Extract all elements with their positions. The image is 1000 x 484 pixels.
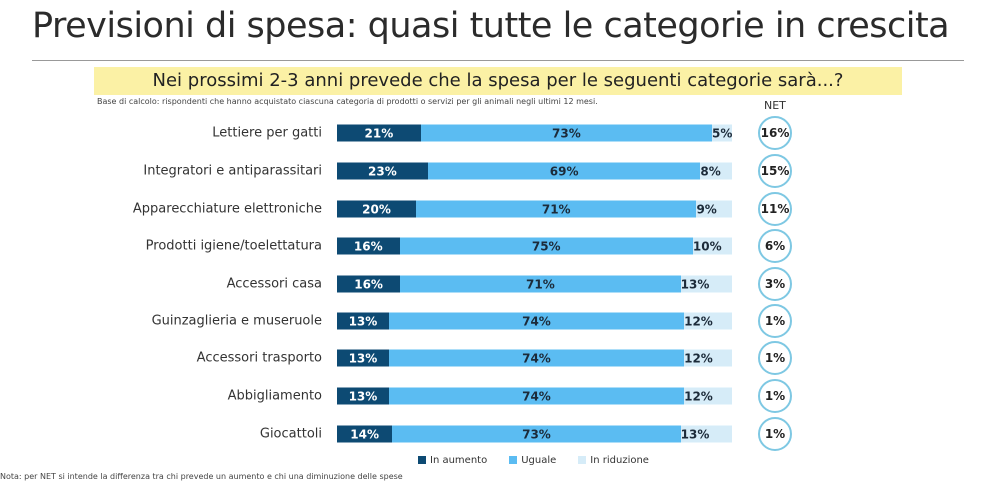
bar-segment-increase: 20% bbox=[337, 200, 416, 218]
stacked-bar: 20% 71% 9% bbox=[337, 200, 732, 218]
bar-segment-same: 71% bbox=[416, 200, 697, 218]
legend-swatch bbox=[578, 456, 587, 464]
net-header: NET bbox=[764, 99, 786, 112]
category-label: Apparecchiature elettroniche bbox=[132, 201, 322, 217]
category-label: Guinzaglieria e museruole bbox=[151, 313, 322, 329]
category-label: Accessori trasporto bbox=[196, 350, 322, 366]
net-circle: 11% bbox=[758, 192, 792, 226]
net-circle: 15% bbox=[758, 154, 792, 188]
stacked-bar: 13% 74% 12% bbox=[337, 387, 732, 405]
bar-segment-same: 74% bbox=[388, 387, 685, 405]
legend-item: In aumento bbox=[418, 455, 487, 466]
category-label: Integratori e antiparassitari bbox=[143, 163, 322, 179]
category-label: Accessori casa bbox=[226, 276, 322, 292]
footnote: Nota: per NET si intende la differenza t… bbox=[0, 472, 403, 481]
net-circle: 1% bbox=[758, 341, 792, 375]
stacked-bar: 13% 74% 12% bbox=[337, 312, 732, 330]
chart-question: Nei prossimi 2-3 anni prevede che la spe… bbox=[94, 67, 902, 95]
legend-swatch bbox=[418, 456, 426, 464]
bar-segment-increase: 16% bbox=[337, 275, 401, 293]
bar-segment-same: 69% bbox=[427, 162, 701, 180]
bar-segment-increase: 16% bbox=[337, 237, 400, 255]
stacked-bar: 23% 69% 8% bbox=[337, 162, 732, 180]
net-circle: 1% bbox=[758, 417, 792, 451]
bar-segment-decrease: 12% bbox=[684, 387, 732, 405]
legend-label: In riduzione bbox=[590, 455, 649, 466]
category-label: Lettiere per gatti bbox=[212, 125, 322, 141]
bar-segment-decrease: 5% bbox=[712, 124, 733, 142]
bar-segment-decrease: 13% bbox=[680, 425, 732, 443]
legend-item: In riduzione bbox=[578, 455, 649, 466]
net-circle: 1% bbox=[758, 379, 792, 413]
net-circle: 16% bbox=[758, 116, 792, 150]
bar-segment-same: 74% bbox=[388, 312, 685, 330]
net-circle: 1% bbox=[758, 304, 792, 338]
category-label: Prodotti igiene/toelettatura bbox=[145, 238, 322, 254]
bar-segment-increase: 14% bbox=[337, 425, 393, 443]
category-label: Abbigliamento bbox=[227, 388, 322, 404]
bar-segment-increase: 13% bbox=[337, 312, 389, 330]
legend-swatch bbox=[509, 456, 518, 464]
net-circle: 3% bbox=[758, 267, 792, 301]
stacked-bar: 14% 73% 13% bbox=[337, 425, 732, 443]
bar-segment-decrease: 8% bbox=[700, 162, 732, 180]
bar-segment-increase: 21% bbox=[337, 124, 421, 142]
stacked-bar: 16% 75% 10% bbox=[337, 237, 732, 255]
net-circle: 6% bbox=[758, 229, 792, 263]
stacked-bar: 13% 74% 12% bbox=[337, 349, 732, 367]
legend: In aumento Uguale In riduzione bbox=[418, 455, 649, 466]
stacked-bar: 21% 73% 5% bbox=[337, 124, 733, 142]
bar-segment-decrease: 12% bbox=[684, 312, 732, 330]
bar-segment-same: 73% bbox=[392, 425, 681, 443]
divider bbox=[32, 60, 964, 61]
bar-segment-same: 73% bbox=[420, 124, 713, 142]
page-title: Previsioni di spesa: quasi tutte le cate… bbox=[32, 6, 950, 46]
bar-segment-increase: 13% bbox=[337, 349, 389, 367]
stacked-bar: 16% 71% 13% bbox=[337, 275, 732, 293]
category-label: Giocattoli bbox=[259, 426, 322, 442]
legend-label: In aumento bbox=[430, 455, 488, 466]
bar-segment-decrease: 13% bbox=[680, 275, 732, 293]
legend-item: Uguale bbox=[509, 455, 556, 466]
bar-segment-same: 71% bbox=[400, 275, 681, 293]
bar-segment-increase: 23% bbox=[337, 162, 428, 180]
bar-segment-decrease: 12% bbox=[684, 349, 732, 367]
bar-segment-same: 74% bbox=[388, 349, 685, 367]
bar-segment-decrease: 9% bbox=[696, 200, 732, 218]
base-note: Base di calcolo: rispondenti che hanno a… bbox=[97, 97, 598, 106]
legend-label: Uguale bbox=[521, 455, 557, 466]
bar-segment-decrease: 10% bbox=[692, 237, 732, 255]
bar-segment-same: 75% bbox=[399, 237, 693, 255]
bar-segment-increase: 13% bbox=[337, 387, 389, 405]
